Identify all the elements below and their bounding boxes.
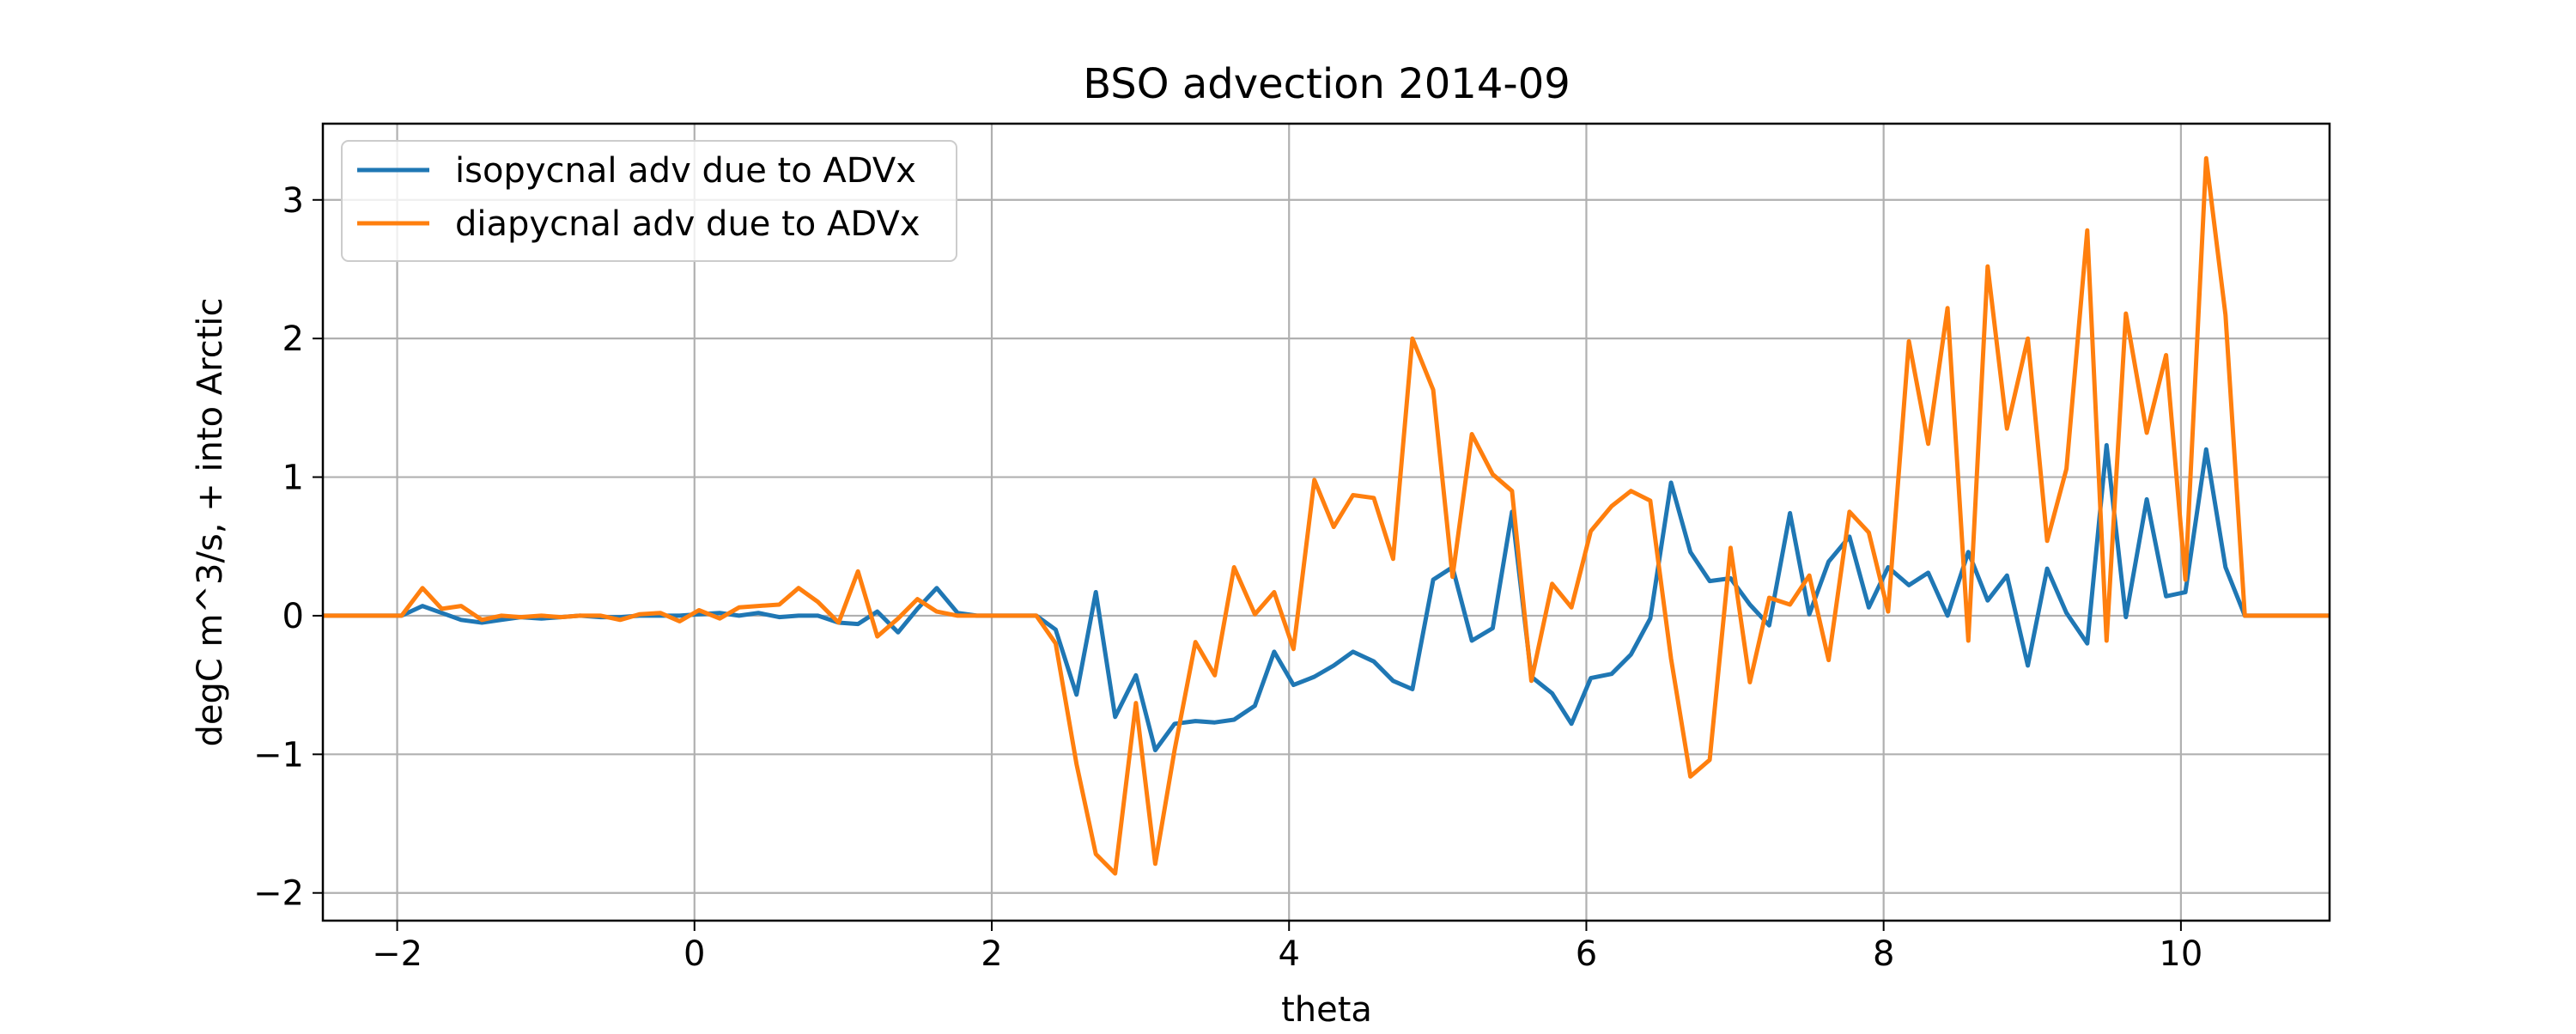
y-tick-label: 1: [283, 459, 304, 498]
legend-label-diapycnal: diapycnal adv due to ADVx: [455, 204, 920, 244]
x-tick-label: 4: [1278, 934, 1299, 974]
x-axis-label: theta: [1281, 990, 1372, 1030]
legend: isopycnal adv due to ADVx diapycnal adv …: [341, 140, 957, 262]
x-tick-label: −2: [372, 934, 422, 974]
x-tick-label: 0: [683, 934, 705, 974]
legend-box: [341, 140, 957, 262]
plot-area: [323, 155, 2330, 876]
series-line-diapycnal: [323, 155, 2330, 876]
y-tick-label: 2: [283, 319, 304, 359]
y-tick-label: 0: [283, 597, 304, 636]
y-tick-label: −1: [253, 735, 304, 775]
chart-title: BSO advection 2014-09: [1083, 60, 1571, 108]
y-axis-label: degC m^3/s, + into Arctic: [191, 298, 230, 747]
y-axis-ticks: −2 −1 0 1 2 3: [253, 181, 323, 914]
x-tick-label: 6: [1576, 934, 1597, 974]
series-lines: [323, 155, 2330, 876]
x-tick-label: 10: [2159, 934, 2202, 974]
x-tick-label: 2: [981, 934, 1002, 974]
series-line-isopycnal: [323, 442, 2330, 752]
axes-frame: [321, 122, 2331, 922]
x-axis-ticks: −2 0 2 4 6 8 10: [372, 921, 2202, 974]
x-tick-label: 8: [1873, 934, 1894, 974]
y-tick-label: −2: [253, 874, 304, 914]
y-tick-label: 3: [283, 181, 304, 221]
legend-label-isopycnal: isopycnal adv due to ADVx: [455, 151, 916, 191]
